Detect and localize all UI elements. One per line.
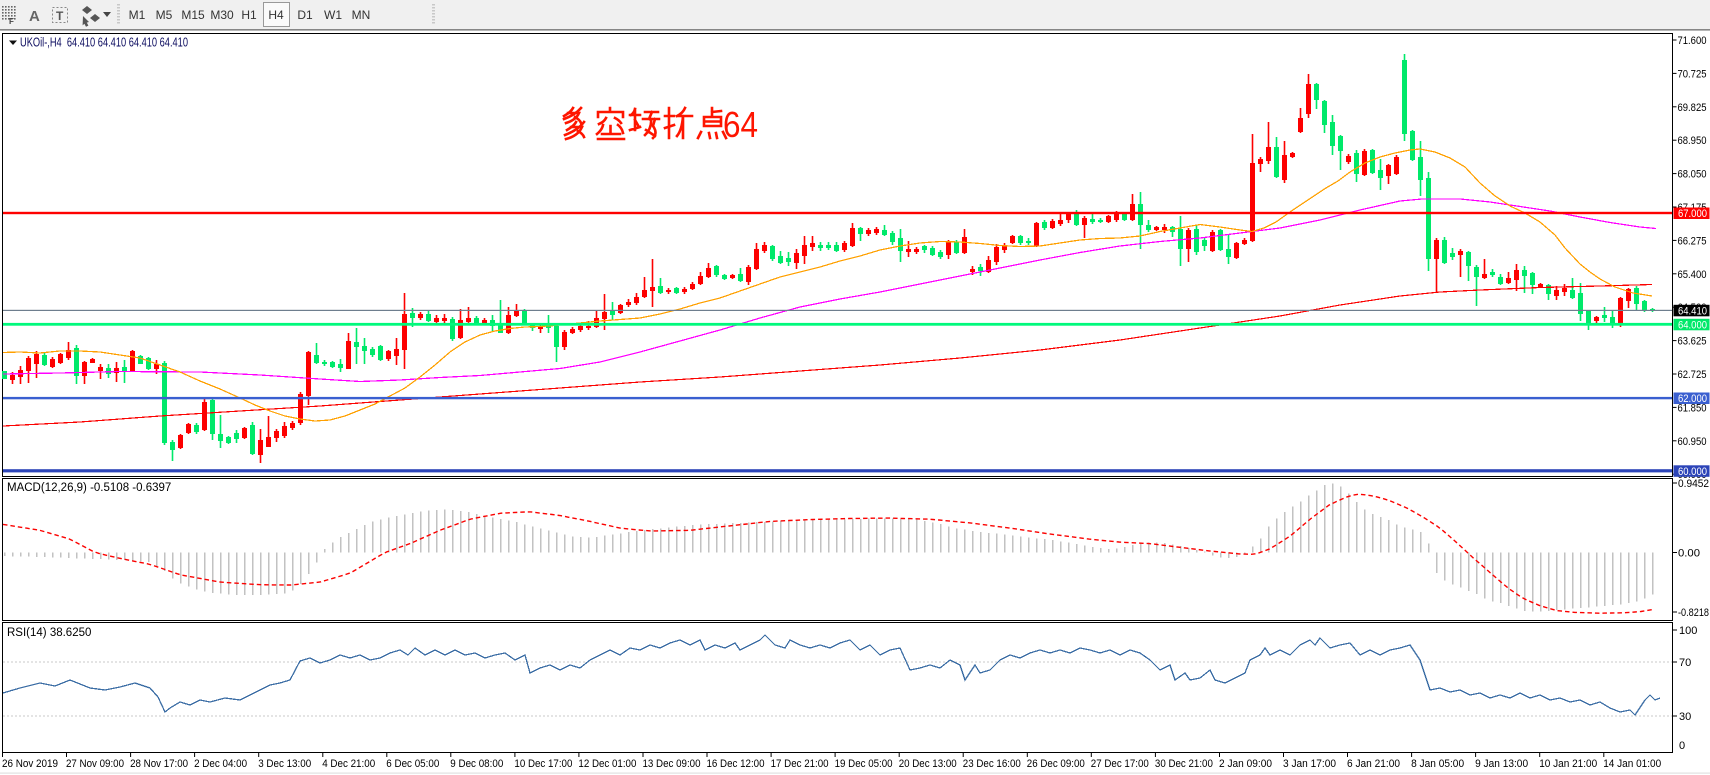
- svg-text:26 Nov 2019: 26 Nov 2019: [2, 758, 58, 770]
- svg-text:H1: H1: [241, 8, 257, 22]
- svg-text:13 Dec 09:00: 13 Dec 09:00: [643, 758, 701, 770]
- svg-text:68.950: 68.950: [1678, 135, 1707, 147]
- svg-text:10 Dec 17:00: 10 Dec 17:00: [514, 758, 572, 770]
- svg-text:9 Dec 08:00: 9 Dec 08:00: [450, 758, 503, 770]
- svg-text:69.825: 69.825: [1678, 102, 1707, 114]
- svg-text:68.050: 68.050: [1678, 169, 1707, 181]
- svg-text:M1: M1: [129, 8, 146, 22]
- svg-text:8 Jan 05:00: 8 Jan 05:00: [1411, 758, 1464, 770]
- svg-text:RSI(14) 38.6250: RSI(14) 38.6250: [7, 627, 91, 639]
- svg-text:W1: W1: [324, 8, 342, 22]
- svg-text:16 Dec 12:00: 16 Dec 12:00: [707, 758, 765, 770]
- svg-text:F: F: [9, 17, 14, 26]
- svg-text:2 Dec 04:00: 2 Dec 04:00: [194, 758, 247, 770]
- svg-text:70: 70: [1679, 657, 1691, 669]
- svg-text:66.275: 66.275: [1678, 235, 1707, 247]
- svg-text:M30: M30: [210, 8, 234, 22]
- svg-text:H4: H4: [268, 8, 284, 22]
- svg-text:20 Dec 13:00: 20 Dec 13:00: [899, 758, 957, 770]
- svg-text:70.725: 70.725: [1678, 68, 1707, 80]
- svg-text:67.000: 67.000: [1678, 208, 1707, 220]
- svg-text:14 Jan 01:00: 14 Jan 01:00: [1603, 758, 1661, 770]
- svg-text:12 Dec 01:00: 12 Dec 01:00: [578, 758, 636, 770]
- svg-text:62.000: 62.000: [1678, 393, 1707, 405]
- svg-text:30 Dec 21:00: 30 Dec 21:00: [1155, 758, 1213, 770]
- svg-text:0.9452: 0.9452: [1678, 478, 1709, 490]
- svg-text:A: A: [29, 8, 40, 25]
- svg-text:M5: M5: [156, 8, 173, 22]
- svg-text:9 Jan 13:00: 9 Jan 13:00: [1475, 758, 1528, 770]
- svg-text:100: 100: [1679, 625, 1697, 637]
- svg-text:4 Dec 21:00: 4 Dec 21:00: [322, 758, 375, 770]
- svg-text:-0.8218: -0.8218: [1678, 607, 1709, 619]
- svg-text:6 Dec 05:00: 6 Dec 05:00: [386, 758, 439, 770]
- svg-text:63.625: 63.625: [1678, 336, 1707, 348]
- svg-text:17 Dec 21:00: 17 Dec 21:00: [771, 758, 829, 770]
- svg-text:71.600: 71.600: [1678, 35, 1707, 47]
- svg-text:2 Jan 09:00: 2 Jan 09:00: [1219, 758, 1272, 770]
- svg-text:65.400: 65.400: [1678, 269, 1707, 281]
- svg-text:64: 64: [723, 104, 758, 145]
- svg-text:10 Jan 21:00: 10 Jan 21:00: [1539, 758, 1597, 770]
- svg-text:28 Nov 17:00: 28 Nov 17:00: [130, 758, 188, 770]
- svg-text:T: T: [56, 9, 64, 23]
- svg-text:61.850: 61.850: [1678, 402, 1707, 414]
- svg-text:MN: MN: [352, 8, 371, 22]
- svg-text:60.950: 60.950: [1678, 436, 1707, 448]
- svg-text:0: 0: [1679, 740, 1685, 752]
- svg-text:6 Jan 21:00: 6 Jan 21:00: [1347, 758, 1400, 770]
- svg-text:64.410: 64.410: [1678, 305, 1707, 317]
- svg-text:UKOil-,H4 64.410 64.410 64.41: UKOil-,H4 64.410 64.410 64.410 64.410: [20, 36, 188, 50]
- svg-text:3 Jan 17:00: 3 Jan 17:00: [1283, 758, 1336, 770]
- svg-text:27 Nov 09:00: 27 Nov 09:00: [66, 758, 124, 770]
- svg-text:3 Dec 13:00: 3 Dec 13:00: [258, 758, 311, 770]
- svg-text:0.00: 0.00: [1678, 548, 1700, 560]
- svg-text:MACD(12,26,9) -0.5108 -0.6397: MACD(12,26,9) -0.5108 -0.6397: [7, 482, 171, 494]
- svg-text:60.000: 60.000: [1678, 466, 1707, 478]
- svg-text:27 Dec 17:00: 27 Dec 17:00: [1091, 758, 1149, 770]
- svg-text:19 Dec 05:00: 19 Dec 05:00: [835, 758, 893, 770]
- svg-text:26 Dec 09:00: 26 Dec 09:00: [1027, 758, 1085, 770]
- svg-text:M15: M15: [181, 8, 205, 22]
- svg-text:23 Dec 16:00: 23 Dec 16:00: [963, 758, 1021, 770]
- svg-text:D1: D1: [297, 8, 313, 22]
- svg-text:64.000: 64.000: [1678, 319, 1707, 331]
- svg-text:62.725: 62.725: [1678, 369, 1707, 381]
- svg-text:30: 30: [1679, 711, 1691, 723]
